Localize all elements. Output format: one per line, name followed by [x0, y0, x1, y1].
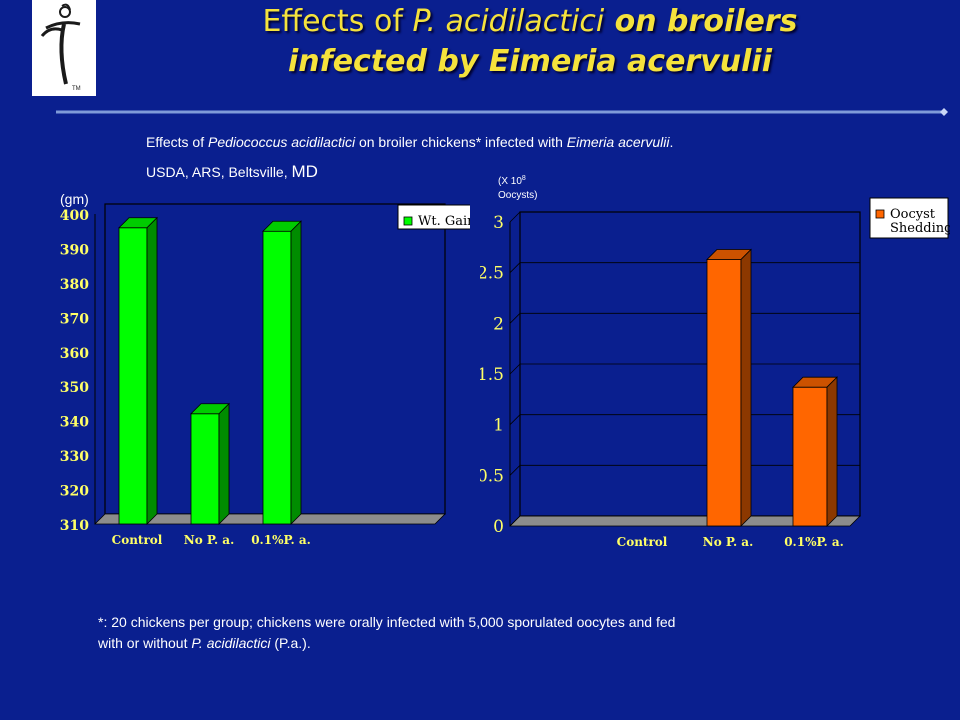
subtitle-line-1: Effects of Pediococcus acidilactici on b… [146, 134, 673, 150]
bar-side [826, 376, 838, 527]
subtitle-text-c: on broiler chickens* infected with [355, 134, 567, 150]
title-divider [56, 108, 948, 116]
x-tick-label: Control [617, 535, 668, 549]
y-axis-label: (gm) [60, 191, 89, 207]
bar-side [146, 216, 158, 525]
footnote-text-c: (P.a.). [270, 635, 311, 651]
legend-box [869, 197, 949, 239]
y-axis-label-line-2: Oocysts) [498, 190, 537, 201]
subtitle-text-e: . [669, 134, 674, 150]
footnote-line-2: with or without P. acidilactici (P.a.). [98, 633, 858, 654]
x-tick-label: No P. a. [184, 533, 235, 547]
y-tick-label: 2.5 [480, 264, 504, 284]
title-line-1: Effects of P. acidilactici on broilers [110, 2, 950, 42]
gridline-diagonal [509, 465, 521, 476]
x-tick-label: 0.1%P. a. [251, 533, 311, 547]
y-tick-label: 350 [60, 380, 89, 396]
slide-title: Effects of P. acidilactici on broilers i… [110, 2, 950, 82]
gridline-diagonal [509, 211, 521, 223]
bar-side [290, 220, 302, 525]
logo: TM [32, 0, 96, 96]
x-tick-label: No P. a. [703, 535, 754, 549]
title-text-2: P. acidilactici [412, 4, 605, 39]
y-tick-label: 370 [60, 311, 89, 327]
gridline-diagonal [509, 414, 521, 425]
bar [706, 259, 742, 527]
bar [792, 386, 828, 527]
bar [190, 413, 220, 525]
x-tick-label: 0.1%P. a. [784, 535, 844, 549]
subtitle-line-2: USDA, ARS, Beltsville, MD [146, 162, 318, 182]
y-tick-label: 3 [493, 213, 504, 233]
y-tick-label: 390 [60, 242, 89, 258]
svg-text:TM: TM [72, 86, 81, 92]
y-tick-label: 2 [493, 314, 504, 334]
logo-mark: TM [40, 3, 81, 92]
legend-label: Wt. Gain [418, 214, 470, 229]
y-tick-label: 380 [60, 277, 89, 293]
subtitle-text-g: MD [291, 162, 318, 181]
legend-label: Oocyst Shedding [890, 207, 950, 236]
gridline-diagonal [509, 515, 521, 527]
footnote-text-a: with or without [98, 635, 192, 651]
gridline-diagonal [509, 363, 521, 375]
y-tick-label: 1 [493, 416, 504, 436]
gridline-diagonal [509, 262, 521, 273]
title-text-1: Effects of [262, 4, 413, 39]
y-axis-label: (X 108 [498, 175, 526, 187]
bar [118, 227, 148, 525]
bar-side [218, 402, 230, 525]
subtitle-text-d: Eimeria acervulii [566, 134, 670, 150]
footnote: *: 20 chickens per group; chickens were … [98, 612, 858, 654]
subtitle-text-f: USDA, ARS, Beltsville, [146, 164, 292, 180]
bar [262, 230, 292, 525]
y-tick-label: 310 [60, 518, 89, 534]
subtitle-text-a: Effects of [146, 134, 208, 150]
gridline-diagonal [509, 313, 521, 324]
y-tick-label: 360 [60, 346, 89, 362]
y-tick-label: 0.5 [480, 466, 504, 486]
legend-swatch [403, 216, 413, 226]
subtitle-text-b: Pediococcus acidilactici [208, 134, 356, 150]
weight-gain-chart: 310 320 330 340 350 360 370 380 390 400 Control No … [60, 191, 470, 547]
y-tick-label: 320 [60, 484, 89, 500]
footnote-text-b: P. acidilactici [191, 635, 271, 651]
y-tick-label: 400 [60, 208, 89, 224]
bar-side [740, 248, 752, 527]
footnote-line-1: *: 20 chickens per group; chickens were … [98, 614, 676, 630]
title-text-3: on broilers [604, 4, 798, 39]
title-line-2: infected by Eimeria acervulii [288, 44, 772, 79]
legend-swatch [875, 209, 885, 219]
y-tick-label: 1.5 [480, 365, 504, 385]
oocyst-shedding-chart: 0 0.5 1 1.5 2 2.5 3 Control No P. a. 0.1%P. a. Ooc… [480, 175, 950, 549]
y-tick-label: 0 [493, 517, 504, 537]
y-tick-label: 340 [60, 415, 89, 431]
x-tick-label: Control [112, 533, 163, 547]
y-tick-label: 330 [60, 449, 89, 465]
